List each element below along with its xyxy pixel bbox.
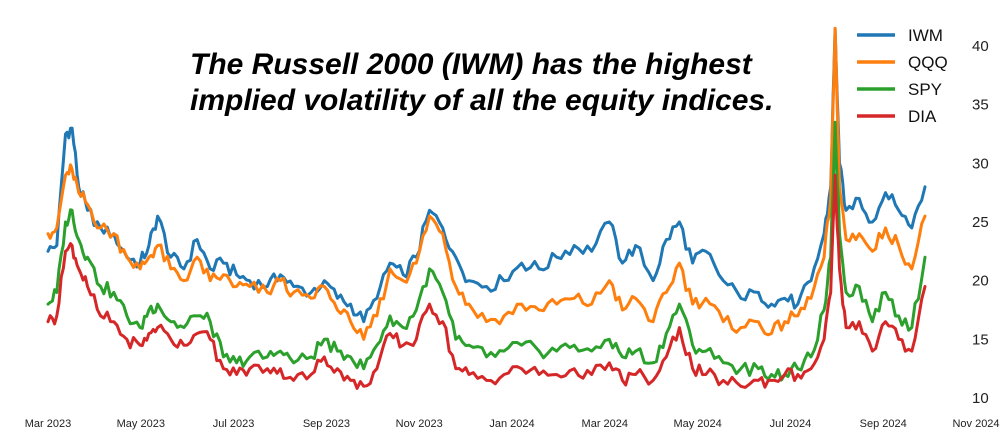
annotation-line-2: implied volatility of all the equity ind… bbox=[190, 84, 773, 117]
x-tick-label: Jan 2024 bbox=[489, 418, 534, 430]
x-tick-label: May 2023 bbox=[117, 418, 165, 430]
x-tick-label: Mar 2024 bbox=[582, 418, 628, 430]
series-line-dia bbox=[46, 173, 927, 390]
annotation-line-1: The Russell 2000 (IWM) has the highest bbox=[190, 48, 754, 81]
y-tick-label: 25 bbox=[972, 214, 989, 231]
x-tick-label: Jul 2023 bbox=[213, 418, 255, 430]
x-tick-label: Mar 2023 bbox=[25, 418, 71, 430]
series-line-spy bbox=[46, 120, 927, 382]
x-tick-label: Sep 2024 bbox=[860, 418, 907, 430]
y-tick-label: 15 bbox=[972, 331, 989, 348]
y-tick-label: 30 bbox=[972, 155, 989, 172]
y-tick-label: 10 bbox=[972, 390, 989, 407]
y-tick-label: 20 bbox=[972, 273, 989, 290]
x-tick-label: Nov 2024 bbox=[952, 418, 999, 430]
x-tick-label: Nov 2023 bbox=[396, 418, 443, 430]
legend-label-iwm: IWM bbox=[908, 26, 943, 45]
x-tick-label: Sep 2023 bbox=[303, 418, 350, 430]
legend: IWM QQQ SPY DIA bbox=[857, 26, 948, 126]
y-axis: 10 15 20 25 30 35 40 bbox=[972, 38, 989, 407]
plot-area bbox=[46, 26, 927, 390]
legend-label-spy: SPY bbox=[908, 80, 942, 99]
y-tick-label: 35 bbox=[972, 97, 989, 114]
y-tick-label: 40 bbox=[972, 38, 989, 55]
x-axis: Mar 2023 May 2023 Jul 2023 Sep 2023 Nov 2023… bbox=[25, 418, 1000, 430]
legend-label-dia: DIA bbox=[908, 107, 937, 126]
x-tick-label: Jul 2024 bbox=[770, 418, 812, 430]
legend-label-qqq: QQQ bbox=[908, 53, 948, 72]
x-tick-label: May 2024 bbox=[673, 418, 721, 430]
series-line-qqq bbox=[46, 26, 927, 341]
annotation: The Russell 2000 (IWM) has the highest i… bbox=[190, 48, 773, 117]
series-line-iwm bbox=[46, 26, 927, 324]
